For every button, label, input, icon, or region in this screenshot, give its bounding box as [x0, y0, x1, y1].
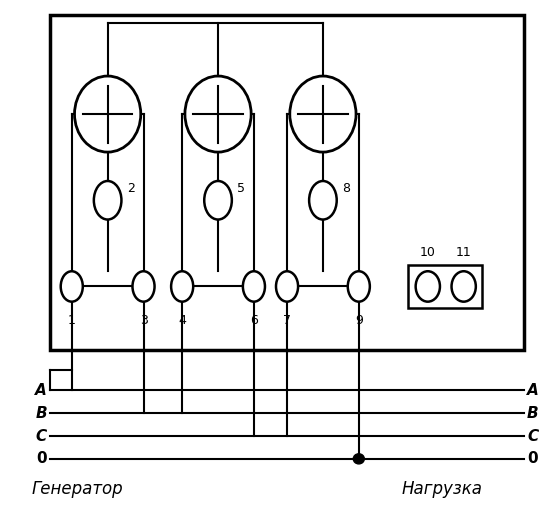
- Text: Нагрузка: Нагрузка: [401, 480, 482, 498]
- Text: 6: 6: [250, 314, 258, 328]
- Text: 10: 10: [420, 245, 436, 259]
- Text: 0: 0: [527, 451, 538, 466]
- Text: 7: 7: [283, 314, 291, 328]
- Ellipse shape: [416, 271, 440, 302]
- Ellipse shape: [94, 181, 121, 220]
- Text: C: C: [36, 428, 47, 444]
- Ellipse shape: [171, 271, 193, 302]
- Ellipse shape: [452, 271, 476, 302]
- Ellipse shape: [309, 181, 337, 220]
- Ellipse shape: [243, 271, 265, 302]
- Ellipse shape: [185, 76, 251, 152]
- Ellipse shape: [348, 271, 370, 302]
- Text: 2: 2: [127, 182, 135, 195]
- Text: 3: 3: [140, 314, 147, 328]
- Text: 5: 5: [237, 182, 245, 195]
- Text: C: C: [527, 428, 538, 444]
- Text: A: A: [527, 383, 539, 398]
- Circle shape: [353, 454, 364, 464]
- Ellipse shape: [276, 271, 298, 302]
- FancyBboxPatch shape: [50, 15, 524, 350]
- Ellipse shape: [132, 271, 155, 302]
- Text: Генератор: Генератор: [31, 480, 123, 498]
- Text: 11: 11: [456, 245, 471, 259]
- Text: 0: 0: [36, 451, 47, 466]
- Text: 8: 8: [342, 182, 350, 195]
- Text: B: B: [35, 406, 47, 421]
- FancyBboxPatch shape: [408, 265, 482, 308]
- Text: B: B: [527, 406, 539, 421]
- Ellipse shape: [290, 76, 356, 152]
- Text: 9: 9: [355, 314, 363, 328]
- Text: 1: 1: [68, 314, 76, 328]
- Text: 4: 4: [178, 314, 186, 328]
- Text: A: A: [35, 383, 47, 398]
- Ellipse shape: [61, 271, 83, 302]
- Ellipse shape: [204, 181, 232, 220]
- Ellipse shape: [75, 76, 141, 152]
